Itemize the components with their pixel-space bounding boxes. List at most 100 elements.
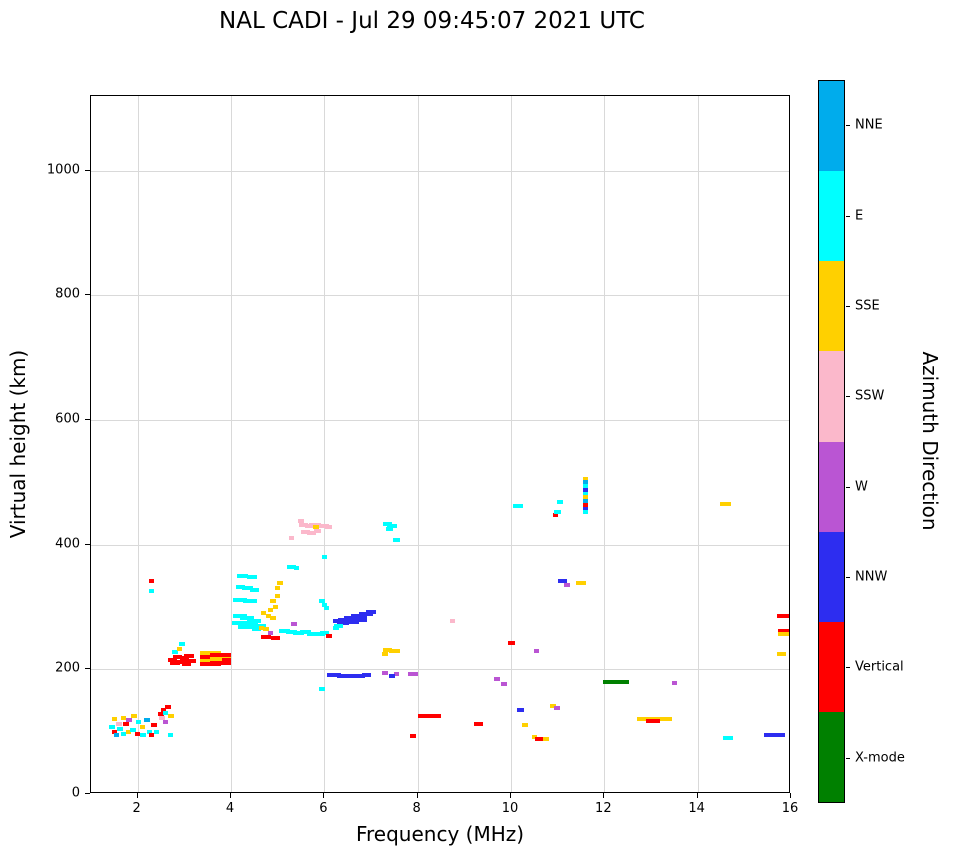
grid-line-horizontal <box>91 544 789 546</box>
echo-point <box>113 732 120 737</box>
echo-point <box>126 718 133 723</box>
colorbar-tick <box>846 577 850 579</box>
echo-point <box>199 662 221 667</box>
echo-point <box>131 714 137 719</box>
echo-point <box>247 618 262 623</box>
echo-point <box>301 530 311 535</box>
colorbar-segment <box>819 621 844 712</box>
echo-point <box>274 593 281 598</box>
echo-point <box>355 617 368 622</box>
echo-point <box>210 660 232 665</box>
echo-point <box>582 487 589 492</box>
x-tick-label: 4 <box>225 801 235 816</box>
echo-point <box>263 627 269 632</box>
colorbar-category-label: E <box>855 208 864 224</box>
echo-point <box>232 620 249 625</box>
y-tick-label: 800 <box>55 286 80 302</box>
x-tick-label: 2 <box>132 801 141 816</box>
x-tick-label: 12 <box>595 801 612 816</box>
echo-point <box>646 719 661 724</box>
y-tick-label: 400 <box>55 536 80 552</box>
azimuth-colorbar <box>818 80 845 803</box>
echo-point <box>393 537 401 542</box>
echo-point <box>258 626 265 631</box>
x-tick <box>136 793 138 798</box>
grid-line-vertical <box>511 96 512 792</box>
echo-point <box>140 732 147 737</box>
echo-point <box>267 631 274 636</box>
echo-point <box>552 512 559 517</box>
echo-point <box>240 616 255 621</box>
echo-point <box>235 585 245 590</box>
colorbar-category-label: SSE <box>855 298 880 314</box>
y-tick-label: 0 <box>71 785 80 801</box>
echo-point <box>582 480 589 485</box>
echo-point <box>777 614 789 619</box>
echo-point <box>298 519 304 524</box>
y-tick-label: 600 <box>55 411 80 427</box>
echo-point <box>326 672 341 677</box>
echo-point <box>265 613 272 618</box>
echo-point <box>582 510 589 515</box>
echo-point <box>109 724 115 729</box>
echo-point <box>494 676 500 681</box>
echo-point <box>148 732 155 737</box>
echo-point <box>267 608 274 613</box>
echo-point <box>299 629 312 634</box>
colorbar-category-label: NNE <box>855 117 883 133</box>
echo-point <box>159 715 165 720</box>
echo-point <box>382 651 388 656</box>
echo-point <box>291 622 297 627</box>
x-tick-label: 8 <box>412 801 421 816</box>
echo-point <box>410 734 416 739</box>
echo-point <box>233 597 248 602</box>
echo-point <box>653 717 672 722</box>
echo-point <box>148 578 155 583</box>
echo-point <box>221 658 231 662</box>
colorbar-category-label: W <box>855 479 868 495</box>
echo-point <box>582 495 589 500</box>
echo-point <box>333 626 339 631</box>
echo-point <box>306 531 316 536</box>
echo-point <box>382 522 392 527</box>
colorbar-tick <box>846 215 850 217</box>
echo-point <box>348 673 366 678</box>
echo-point <box>764 732 786 737</box>
grid-line-vertical <box>137 96 139 792</box>
echo-point <box>135 720 142 725</box>
echo-point <box>723 735 733 740</box>
colorbar-tick <box>846 305 850 307</box>
colorbar-category-label: SSW <box>855 388 885 404</box>
colorbar-segment <box>819 351 844 442</box>
echo-point <box>241 586 254 591</box>
echo-point <box>417 714 441 719</box>
y-tick <box>85 793 90 794</box>
x-tick-label: 6 <box>319 801 328 816</box>
x-tick <box>603 793 605 798</box>
echo-point <box>120 715 127 720</box>
echo-point <box>278 628 291 633</box>
echo-point <box>236 573 249 578</box>
echo-point <box>293 566 300 571</box>
echo-point <box>247 575 257 580</box>
y-tick <box>85 543 90 545</box>
echo-point <box>116 722 122 727</box>
x-tick <box>230 793 231 798</box>
echo-point <box>554 510 562 515</box>
colorbar-segment <box>819 441 844 532</box>
echo-point <box>274 586 281 591</box>
colorbar-segment <box>819 81 844 172</box>
echo-point <box>168 658 178 662</box>
echo-point <box>148 589 155 594</box>
echo-point <box>270 598 276 603</box>
echo-point <box>393 672 400 677</box>
echo-point <box>550 703 556 708</box>
echo-point <box>199 658 221 663</box>
echo-point <box>165 704 171 709</box>
echo-point <box>306 631 319 636</box>
echo-point <box>582 502 589 507</box>
colorbar-segment <box>819 531 844 622</box>
echo-point <box>120 731 127 736</box>
colorbar-tick <box>846 486 850 488</box>
